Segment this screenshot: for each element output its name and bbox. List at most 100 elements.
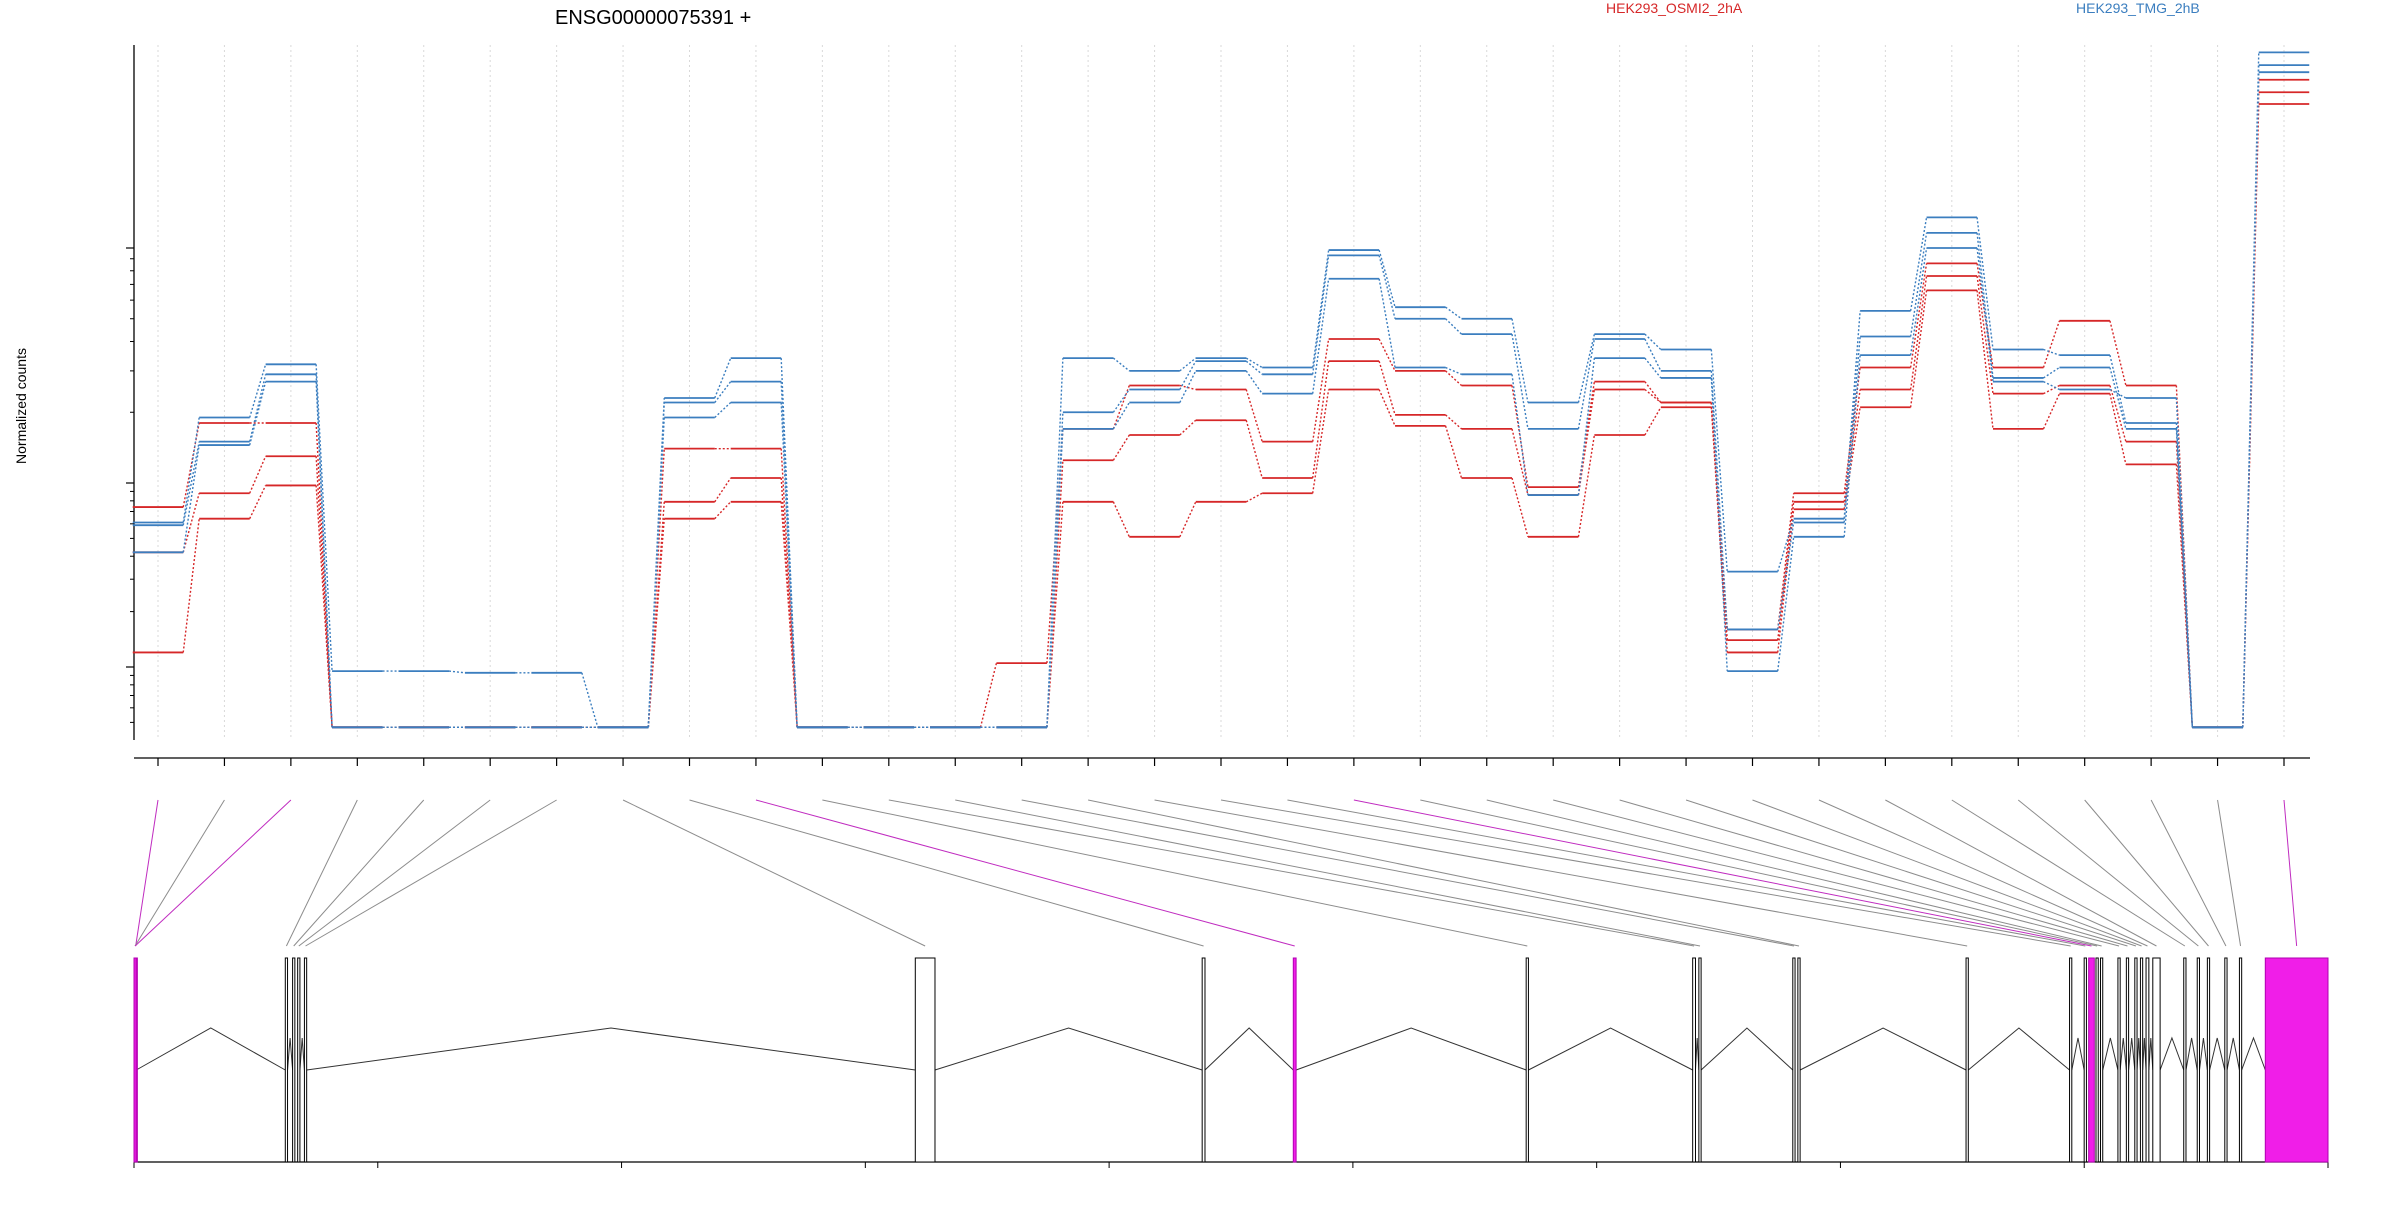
series-connector [249,374,267,442]
series-connector [714,402,732,419]
series-connector [647,518,665,728]
intron-chevron [2142,1037,2147,1071]
series-connector [1179,419,1197,436]
exon-connector-line [822,799,1528,947]
series-connector [249,485,267,519]
series-connector [249,381,267,446]
series-connector [1311,361,1330,479]
series-connector [1909,290,1928,408]
series-line [132,71,2310,729]
intron-chevron [2185,1037,2198,1071]
series-connector [1976,275,1994,394]
series-connector [315,364,333,672]
exon-connector-line [1685,799,2137,947]
intron-chevron [2119,1037,2127,1071]
series-connector [1644,338,1662,372]
series-connector [1577,333,1596,403]
exon-block [297,957,301,1163]
series-connector [1179,370,1197,403]
series-connector [1445,366,1462,375]
series-connector [2175,397,2194,728]
series-connector [714,381,732,403]
exon-block [1698,957,1702,1163]
exon-block [1792,957,1796,1163]
series-connector [315,381,333,728]
series-connector [1644,406,1662,436]
series-connector [1577,358,1596,496]
exon-connector-line [305,799,557,947]
series-connector [1777,509,1795,653]
legend-entry-tmg: HEK293_TMG_2hB [2076,0,2200,16]
series-connector [1046,428,1064,728]
exon-connector-line [2150,799,2227,947]
series-connector [2042,320,2061,368]
series-connector [1577,434,1596,537]
exon-block [1797,957,1801,1163]
series-connector [2242,65,2260,728]
series-connector [1112,389,1130,413]
exon-block [1292,957,1297,1163]
series-connector [2043,366,2060,379]
exon-block [2095,957,2099,1163]
exon-connector-line [1752,799,2142,947]
exon-block [2088,957,2095,1163]
series-connector [1112,357,1130,372]
series-connector [780,448,798,728]
series-connector [1245,360,1263,375]
series-connector [1245,492,1263,503]
grid-layer [157,45,2285,740]
intron-chevron [2159,1036,2185,1071]
series-connector [315,456,333,728]
exon-block [2264,957,2329,1163]
exon-block [303,957,308,1163]
series-connector [1777,501,1795,641]
exon-connector-line [1553,799,2120,947]
series-connector [1311,338,1330,442]
intron-chevron [1204,1027,1294,1071]
exon-connector-line [622,799,926,947]
exon-connector-line [1619,799,2128,947]
series-connector [1843,336,1861,523]
series-connector [1511,428,1529,496]
series-line [132,64,2310,729]
series-connector [1976,232,1994,378]
series-connector [1445,414,1462,430]
series-connector [780,501,798,728]
intron-chevron [306,1027,916,1071]
exon-block [2152,957,2161,1163]
series-connector [1976,290,1994,429]
intron-chevron [2148,1037,2154,1071]
series-connector [1179,357,1197,372]
exon-block [2069,957,2073,1163]
exon-block [2238,957,2243,1163]
exon-connector-line [1818,799,2148,947]
intron-chevron [1700,1027,1794,1071]
y-axis-label: Normalized counts [13,348,29,464]
series-connector [1909,275,1928,390]
exon-connector-line [298,799,491,947]
exon-connector-line [1951,799,2186,947]
intron-chevron [1528,1027,1693,1071]
series-connector [1710,407,1728,653]
series-connector [448,670,466,674]
series-connector [714,357,732,399]
series-connector [1511,477,1529,537]
exon-block [914,957,936,1163]
exon-block [1525,957,1529,1163]
exon-connector-line [888,799,1695,947]
series-connector [1710,370,1728,630]
exon-block [2224,957,2228,1163]
series-connector [1710,402,1728,641]
exon-connector-line [293,799,425,947]
exon-connector-line [1486,799,2102,947]
series-connector [2109,385,2127,442]
exon-block [2196,957,2200,1163]
exon-connector-line [2283,799,2298,947]
chart-title: ENSG00000075391 + [555,7,751,29]
series-connector [1179,501,1197,538]
exon-block [2083,957,2087,1163]
series-connector [1511,334,1529,429]
intron-chevron [287,1037,294,1071]
series-connector [1511,374,1529,496]
series-connector [1179,360,1197,390]
